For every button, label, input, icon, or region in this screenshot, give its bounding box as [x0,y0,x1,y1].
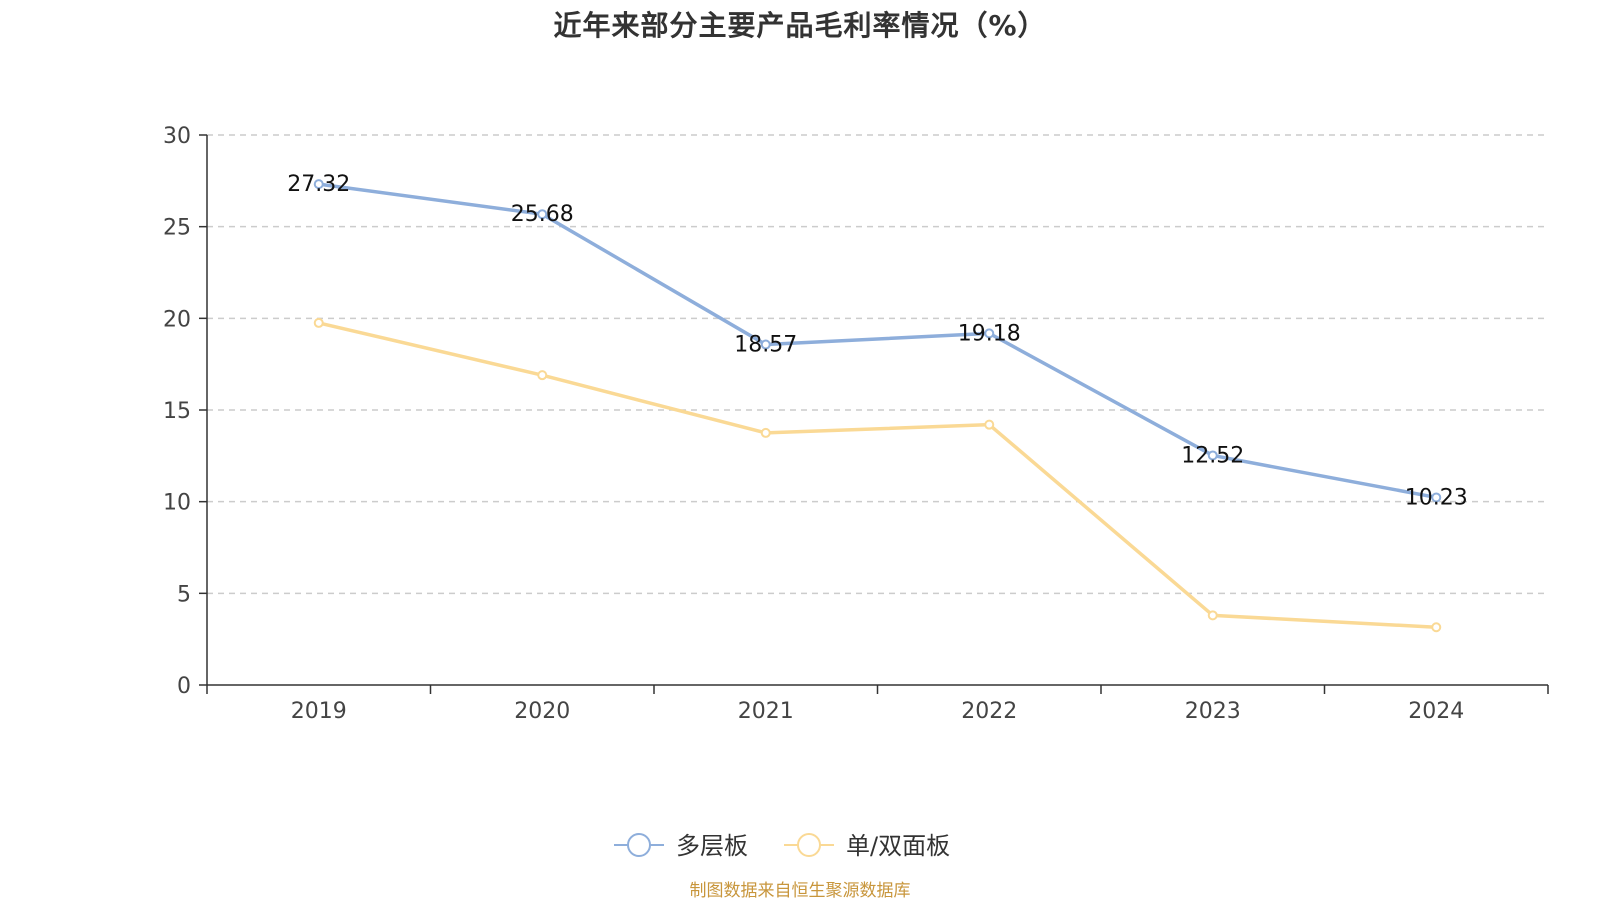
series-line-2 [318,321,1437,629]
data-label: 27.32 [287,172,350,197]
legend-label: 多层板 [676,832,748,860]
data-point[interactable] [984,419,995,430]
data-label: 10.23 [1405,485,1468,510]
legend-item-1[interactable]: 多层板 [614,832,748,860]
data-point[interactable] [1207,610,1218,621]
legend-marker [627,833,651,857]
data-point[interactable] [313,317,324,328]
x-tick-label: 2020 [514,699,570,724]
chart-title: 近年来部分主要产品毛利率情况（%） [553,9,1047,42]
legend-label: 单/双面板 [846,832,950,860]
data-point[interactable] [984,328,995,339]
legend-marker [797,833,821,857]
y-tick-label: 10 [163,491,191,516]
data-point[interactable] [537,209,548,220]
grid-lines [207,134,1548,595]
data-point[interactable] [537,370,548,381]
data-label: 18.57 [734,333,797,358]
data-labels: 27.32 25.68 18.57 19.18 12.52 10.23 [287,172,1467,510]
data-label: 12.52 [1181,443,1244,468]
y-tick-label: 30 [163,124,191,149]
data-point[interactable] [1431,622,1442,633]
y-tick-label: 25 [163,216,191,241]
x-tick-label: 2023 [1185,699,1241,724]
series-lines [313,179,1442,633]
y-tick-label: 0 [177,674,191,699]
x-tick-label: 2021 [738,699,794,724]
legend-item-2[interactable]: 单/双面板 [784,832,950,860]
x-tick-label: 2024 [1408,699,1464,724]
data-point[interactable] [760,339,771,350]
y-tick-label: 20 [163,307,191,332]
y-tick-label: 5 [177,582,191,607]
y-tick-label: 15 [163,399,191,424]
data-point[interactable] [313,179,324,190]
data-point[interactable] [760,427,771,438]
axes: 0 5 10 15 20 25 30 2019 2020 2021 2022 2023 2024 [163,124,1549,724]
series-line-1 [318,182,1437,500]
legend[interactable]: 多层板 单/双面板 [614,832,950,860]
data-point[interactable] [1431,492,1442,503]
data-label: 25.68 [511,202,574,227]
x-tick-label: 2019 [291,699,347,724]
x-tick-label: 2022 [961,699,1017,724]
data-point[interactable] [1207,450,1218,461]
data-label: 19.18 [958,321,1021,346]
source-note: 制图数据来自恒生聚源数据库 [689,881,911,901]
